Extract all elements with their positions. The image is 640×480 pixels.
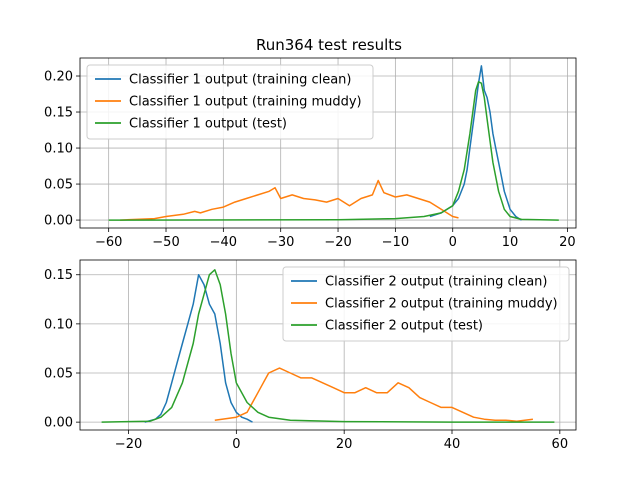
series-line-3 xyxy=(101,269,555,423)
x-tick-label: −20 xyxy=(115,437,142,452)
legend: Classifier 1 output (training clean) Clas… xyxy=(86,64,374,140)
legend-entry: Classifier 2 output (training muddy) xyxy=(325,297,558,312)
x-tick-label: 10 xyxy=(502,235,519,250)
legend-entry: Classifier 1 output (training muddy) xyxy=(129,95,362,110)
chart-title: Run364 test results xyxy=(256,36,402,54)
y-tick-label: 0.05 xyxy=(44,178,73,193)
x-tick-label: 20 xyxy=(336,437,353,452)
y-tick-label: 0.15 xyxy=(44,268,73,283)
x-tick-label: −20 xyxy=(324,235,351,250)
x-tick-label: −50 xyxy=(152,235,179,250)
x-tick-label: −30 xyxy=(267,235,294,250)
x-tick-label: 60 xyxy=(552,437,569,452)
x-tick-label: 0 xyxy=(449,235,457,250)
top-subplot: −60 −50 −40 −30 −20 −10 0 10 20 0.00 0.05 0.10 0.15 0… xyxy=(44,57,577,250)
legend: Classifier 2 output (training clean) Clas… xyxy=(282,266,570,342)
y-tick-label: 0.00 xyxy=(44,214,73,229)
y-tick-label: 0.10 xyxy=(44,317,73,332)
y-tick-label: 0.00 xyxy=(44,416,73,431)
y-tick-label: 0.20 xyxy=(44,70,73,85)
x-tick-label: 40 xyxy=(444,437,461,452)
x-tick-label: 0 xyxy=(232,437,240,452)
series-line-2 xyxy=(214,367,533,422)
legend-box xyxy=(282,266,570,342)
x-tick-label: −60 xyxy=(95,235,122,250)
x-tick-label: −10 xyxy=(382,235,409,250)
legend-entry: Classifier 2 output (test) xyxy=(325,319,483,334)
y-tick-label: 0.10 xyxy=(44,142,73,157)
y-tick-label: 0.15 xyxy=(44,106,73,121)
y-tick-label: 0.05 xyxy=(44,367,73,382)
x-tick-label: −40 xyxy=(210,235,237,250)
series-line-1 xyxy=(429,65,522,221)
series-line-3 xyxy=(108,81,559,221)
series-line-2 xyxy=(120,179,459,221)
legend-entry: Classifier 2 output (training clean) xyxy=(325,275,548,290)
axes-frame xyxy=(79,259,577,431)
axes-frame xyxy=(79,57,577,229)
series-line-1 xyxy=(144,273,253,423)
legend-entry: Classifier 1 output (test) xyxy=(129,117,287,132)
bottom-subplot: −20 0 20 40 60 0.00 0.05 0.10 0.15 Classifier 2 o… xyxy=(44,259,577,452)
x-tick-label: 20 xyxy=(559,235,576,250)
legend-entry: Classifier 1 output (training clean) xyxy=(129,73,352,88)
legend-box xyxy=(86,64,374,140)
